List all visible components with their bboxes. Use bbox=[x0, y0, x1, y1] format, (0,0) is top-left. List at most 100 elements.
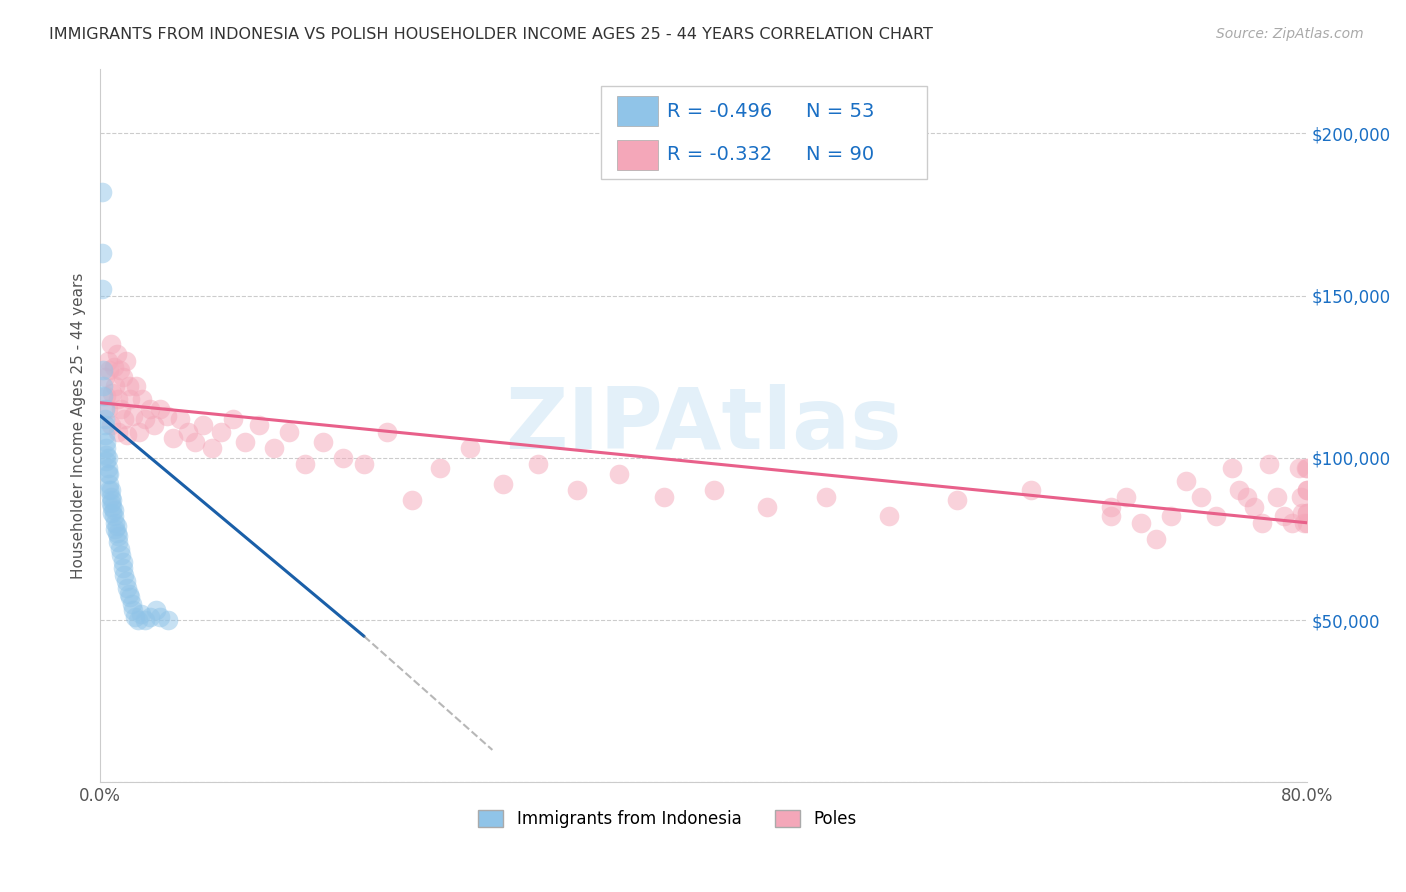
Point bbox=[108, 541, 131, 556]
Point bbox=[120, 392, 142, 407]
Point bbox=[104, 516, 127, 530]
Point bbox=[1296, 506, 1319, 520]
Point bbox=[233, 434, 256, 449]
Point bbox=[429, 460, 451, 475]
Text: IMMIGRANTS FROM INDONESIA VS POLISH HOUSEHOLDER INCOME AGES 25 - 44 YEARS CORREL: IMMIGRANTS FROM INDONESIA VS POLISH HOUS… bbox=[49, 27, 934, 42]
Point bbox=[1295, 460, 1317, 475]
FancyBboxPatch shape bbox=[617, 95, 658, 126]
Point bbox=[97, 353, 120, 368]
Point bbox=[110, 548, 132, 562]
Point bbox=[101, 500, 124, 514]
Point bbox=[97, 467, 120, 482]
Point bbox=[96, 434, 118, 449]
Point bbox=[134, 412, 156, 426]
Point bbox=[332, 450, 354, 465]
Point bbox=[96, 448, 118, 462]
Point bbox=[145, 603, 167, 617]
Point bbox=[117, 428, 139, 442]
Point bbox=[125, 379, 148, 393]
Point bbox=[1115, 490, 1137, 504]
Point bbox=[101, 386, 124, 401]
Point bbox=[1258, 458, 1281, 472]
Point bbox=[107, 535, 129, 549]
FancyBboxPatch shape bbox=[600, 87, 927, 179]
Point bbox=[946, 493, 969, 508]
Point bbox=[93, 428, 115, 442]
Point bbox=[162, 431, 184, 445]
Point bbox=[526, 458, 548, 472]
Point bbox=[1250, 516, 1272, 530]
Point bbox=[184, 434, 207, 449]
Point bbox=[100, 483, 122, 498]
Point bbox=[1274, 509, 1296, 524]
Point bbox=[129, 607, 152, 621]
FancyBboxPatch shape bbox=[617, 140, 658, 169]
Point bbox=[1189, 490, 1212, 504]
Point bbox=[98, 467, 121, 482]
Point bbox=[93, 402, 115, 417]
Point bbox=[104, 522, 127, 536]
Point bbox=[98, 363, 121, 377]
Point bbox=[93, 412, 115, 426]
Point bbox=[607, 467, 630, 482]
Point bbox=[401, 493, 423, 508]
Point bbox=[156, 613, 179, 627]
Point bbox=[100, 337, 122, 351]
Text: R = -0.332: R = -0.332 bbox=[668, 145, 773, 164]
Point bbox=[122, 603, 145, 617]
Point bbox=[1296, 506, 1319, 520]
Point bbox=[97, 450, 120, 465]
Point bbox=[1099, 509, 1122, 524]
Point bbox=[1019, 483, 1042, 498]
Point bbox=[1296, 483, 1319, 498]
Point bbox=[107, 529, 129, 543]
Point bbox=[105, 525, 128, 540]
Point bbox=[1099, 500, 1122, 514]
Point bbox=[111, 369, 134, 384]
Point bbox=[118, 379, 141, 393]
Point bbox=[1130, 516, 1153, 530]
Point bbox=[90, 282, 112, 296]
Point bbox=[97, 402, 120, 417]
Point bbox=[222, 412, 245, 426]
Point bbox=[1220, 460, 1243, 475]
Point bbox=[155, 409, 177, 423]
Point bbox=[139, 402, 162, 417]
Text: ZIPAtlas: ZIPAtlas bbox=[505, 384, 901, 467]
Point bbox=[139, 610, 162, 624]
Point bbox=[201, 441, 224, 455]
Point bbox=[312, 434, 335, 449]
Point bbox=[1296, 460, 1319, 475]
Point bbox=[458, 441, 481, 455]
Point bbox=[1160, 509, 1182, 524]
Point bbox=[124, 610, 146, 624]
Point bbox=[143, 418, 166, 433]
Point bbox=[1227, 483, 1250, 498]
Point bbox=[112, 412, 135, 426]
Point bbox=[176, 425, 198, 439]
Point bbox=[90, 185, 112, 199]
Point bbox=[90, 246, 112, 260]
Point bbox=[1289, 490, 1312, 504]
Point bbox=[110, 402, 132, 417]
Point bbox=[103, 359, 125, 374]
Point bbox=[111, 555, 134, 569]
Point bbox=[654, 490, 676, 504]
Point bbox=[112, 567, 135, 582]
Point bbox=[1243, 500, 1265, 514]
Point bbox=[93, 369, 115, 384]
Point bbox=[91, 379, 114, 393]
Point bbox=[103, 503, 125, 517]
Point bbox=[1144, 532, 1167, 546]
Point bbox=[877, 509, 900, 524]
Point bbox=[105, 347, 128, 361]
Point bbox=[1296, 483, 1319, 498]
Point bbox=[1236, 490, 1258, 504]
Point bbox=[127, 613, 149, 627]
Point bbox=[149, 610, 172, 624]
Text: N = 53: N = 53 bbox=[806, 102, 875, 120]
Point bbox=[134, 613, 156, 627]
Point bbox=[114, 574, 136, 589]
Point bbox=[814, 490, 837, 504]
Point bbox=[277, 425, 299, 439]
